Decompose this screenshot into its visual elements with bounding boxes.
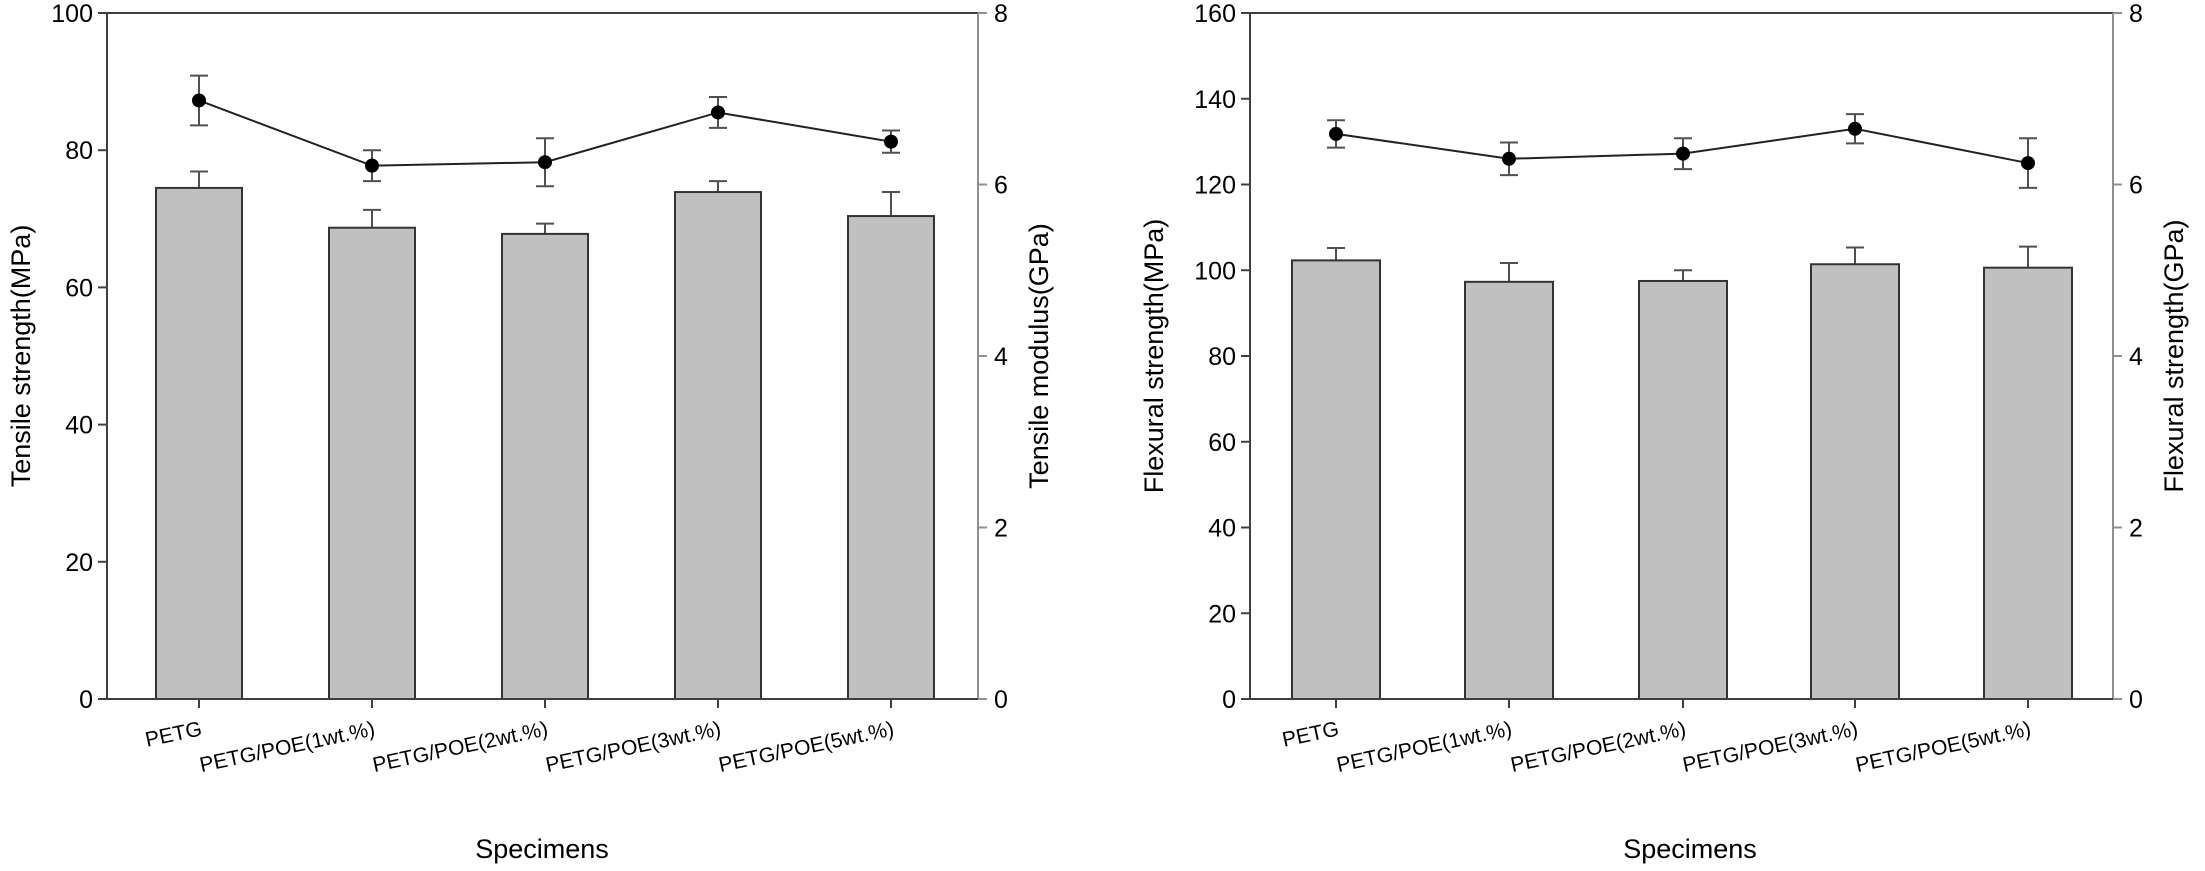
y-right-tick-label: 6 bbox=[2129, 172, 2143, 200]
y-tick-label: 120 bbox=[1194, 172, 1236, 200]
x-category-label: PETG bbox=[1280, 717, 1341, 751]
data-point bbox=[1676, 146, 1690, 161]
bar bbox=[1810, 263, 1900, 700]
x-category-label: PETG bbox=[143, 717, 204, 751]
x-category-label: PETG/POE(1wt.%) bbox=[1335, 717, 1514, 777]
bar bbox=[328, 226, 416, 701]
data-point bbox=[192, 93, 206, 108]
y-tick-label: 0 bbox=[1222, 686, 1236, 714]
data-point bbox=[2021, 156, 2035, 171]
bar bbox=[1464, 280, 1554, 700]
y-right-tick-label: 2 bbox=[2129, 515, 2143, 543]
bar bbox=[1291, 259, 1381, 700]
x-category-label: PETG/POE(3wt.%) bbox=[1681, 717, 1860, 777]
data-point bbox=[1502, 151, 1516, 166]
data-point bbox=[365, 158, 379, 173]
y-right-tick-label: 4 bbox=[2129, 343, 2143, 371]
data-point bbox=[1329, 126, 1343, 141]
x-category-label: PETG/POE(2wt.%) bbox=[1509, 717, 1688, 777]
x-category-label: PETG/POE(3wt.%) bbox=[544, 717, 723, 777]
y-tick-label: 140 bbox=[1194, 86, 1236, 114]
y-tick-label: 40 bbox=[1208, 515, 1236, 543]
y-tick-label: 160 bbox=[1194, 0, 1236, 28]
y-axis-title: Tensile strength(MPa) bbox=[6, 225, 36, 488]
y-right-tick-label: 0 bbox=[994, 686, 1008, 714]
bar bbox=[501, 232, 589, 700]
bar bbox=[674, 191, 762, 701]
bar bbox=[1638, 279, 1728, 700]
y-right-tick-label: 2 bbox=[994, 515, 1008, 543]
y-right-tick-label: 6 bbox=[994, 172, 1008, 200]
tensile-chart: 02040608010002468PETGPETG/POE(1wt.%)PETG… bbox=[6, 0, 1054, 864]
y-right-tick-label: 8 bbox=[994, 0, 1008, 28]
y-tick-label: 80 bbox=[65, 137, 93, 165]
data-point bbox=[711, 105, 725, 120]
data-point bbox=[884, 134, 898, 149]
y-tick-label: 100 bbox=[1194, 257, 1236, 285]
y-tick-label: 40 bbox=[65, 412, 93, 440]
data-point bbox=[1848, 121, 1862, 136]
flexural-chart: 0 20 40 60 80 100 120 140 160 0 2 4 6 8 PETGPETG/POE(1… bbox=[1139, 0, 2189, 864]
y-tick-label: 80 bbox=[1208, 343, 1236, 371]
x-category-label: PETG/POE(5wt.%) bbox=[1854, 717, 2033, 777]
bar bbox=[155, 186, 243, 700]
bar bbox=[1983, 266, 2073, 700]
y-right-tick-label: 0 bbox=[2129, 686, 2143, 714]
y-tick-label: 60 bbox=[1208, 429, 1236, 457]
x-axis-title: Specimens bbox=[475, 834, 609, 864]
y-tick-label: 100 bbox=[51, 0, 93, 28]
y-tick-label: 0 bbox=[79, 686, 93, 714]
x-axis-title: Specimens bbox=[1623, 834, 1757, 864]
y-tick-label: 20 bbox=[1208, 600, 1236, 628]
y-axis-title: Flexural strength(MPa) bbox=[1139, 219, 1169, 494]
y-right-tick-label: 8 bbox=[2129, 0, 2143, 28]
bar bbox=[847, 215, 935, 700]
y-tick-label: 20 bbox=[65, 549, 93, 577]
data-point bbox=[538, 155, 552, 170]
x-category-label: PETG/POE(2wt.%) bbox=[371, 717, 550, 777]
y-right-axis-title: Flexural strength(GPa) bbox=[2159, 219, 2189, 492]
y-right-axis-title: Tensile modulus(GPa) bbox=[1024, 223, 1054, 489]
x-category-label: PETG/POE(5wt.%) bbox=[717, 717, 896, 777]
y-tick-label: 60 bbox=[65, 274, 93, 302]
y-right-tick-label: 4 bbox=[994, 343, 1008, 371]
x-category-label: PETG/POE(1wt.%) bbox=[198, 717, 377, 777]
